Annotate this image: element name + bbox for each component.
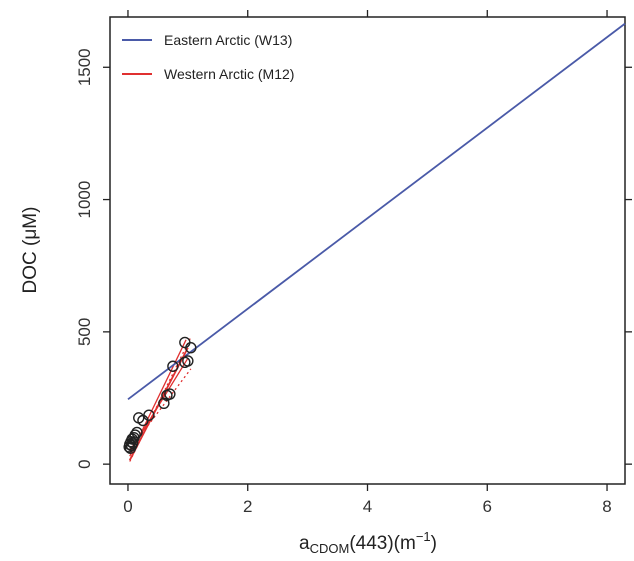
legend: Eastern Arctic (W13) Western Arctic (M12… [122, 32, 294, 82]
data-point [179, 336, 191, 349]
data-point [127, 437, 139, 449]
data-point [129, 429, 141, 441]
y-tick-label: 1500 [75, 48, 94, 86]
data-point [167, 360, 179, 372]
data-point [182, 355, 194, 367]
lines-layer [127, 22, 626, 462]
x-axis-label: aCDOM(443)(m−1) [299, 529, 437, 556]
data-point [164, 388, 176, 400]
legend-label-western: Western Arctic (M12) [164, 66, 294, 82]
x-tick-label: 0 [123, 497, 132, 516]
y-tick-label: 1000 [75, 181, 94, 219]
x-axis: 0 2 4 6 8 [123, 10, 612, 516]
eastern-arctic-line [127, 22, 626, 401]
plot-area-frame [109, 16, 626, 485]
legend-label-eastern: Eastern Arctic (W13) [164, 32, 292, 48]
x-tick-label: 4 [363, 497, 372, 516]
y-tick-label: 500 [75, 318, 94, 346]
western-fit-band-line-2 [129, 336, 192, 462]
y-axis: 0 500 1000 1500 [75, 48, 632, 469]
y-tick-label: 0 [75, 459, 94, 468]
data-point [131, 426, 143, 439]
x-tick-label: 2 [243, 497, 252, 516]
points-layer [123, 336, 197, 454]
x-tick-label: 6 [483, 497, 492, 516]
x-tick-label: 8 [602, 497, 611, 516]
data-point [143, 409, 155, 421]
y-axis-label: DOC (μM) [20, 207, 41, 294]
data-point [158, 397, 170, 410]
